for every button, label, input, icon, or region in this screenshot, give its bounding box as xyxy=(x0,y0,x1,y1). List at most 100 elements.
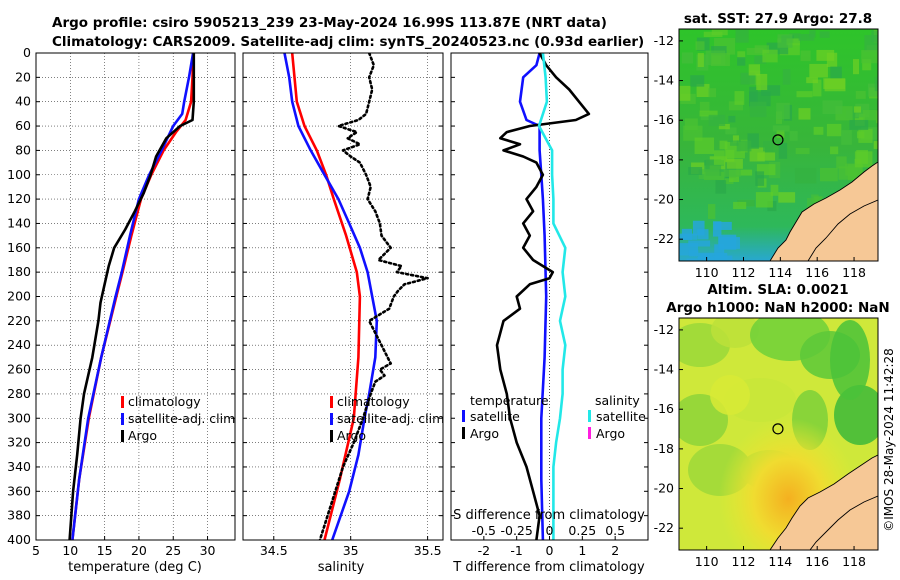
figure-title-line1: Argo profile: csiro 5905213_239 23-May-2… xyxy=(52,15,607,31)
sst-texture-cell xyxy=(694,137,715,154)
sst-texture-cell xyxy=(816,49,835,61)
temperature-legend: climatology satellite-adj. clim Argo xyxy=(121,394,235,443)
legend-header-temperature: temperature xyxy=(470,393,549,408)
salinity-panel: 34.5 35 35.5 salinity climatology satellit… xyxy=(242,52,444,575)
sst-texture-cell xyxy=(735,29,749,43)
sst-texture-cell xyxy=(696,83,710,97)
y-tick-label: 80 xyxy=(15,142,31,157)
difference-panel: -2 -1 0 1 2 -0.5 -0.25 0 0.25 0.5 S difference f… xyxy=(450,52,649,575)
difference-x-ticks: -2 -1 0 1 2 xyxy=(478,536,619,558)
sst-texture-cell xyxy=(681,52,694,64)
x-tick-label: 110 xyxy=(695,554,719,569)
y-tick-label: 400 xyxy=(7,532,31,547)
y-tick-label: 300 xyxy=(7,410,31,425)
land-mass-coast xyxy=(807,199,878,261)
sst-cool-cell xyxy=(686,258,698,261)
legend-swatch-t-argo xyxy=(462,427,465,439)
series-line-climatology xyxy=(290,53,362,540)
legend-swatch-satellite xyxy=(330,413,333,425)
sst-cool-cell xyxy=(688,250,699,257)
sst-cool-cell xyxy=(714,221,732,230)
sst-texture-cell xyxy=(836,156,847,169)
legend-swatch-t-satellite xyxy=(462,410,465,422)
sst-texture-cell xyxy=(756,73,768,91)
legend-swatch-satellite xyxy=(121,413,124,425)
sst-texture-cell xyxy=(822,100,843,115)
sst-texture-cell xyxy=(798,34,815,41)
sla-map-title-line1: Altim. SLA: 0.0021 xyxy=(707,282,848,298)
sst-texture-cell xyxy=(746,47,764,55)
difference-legend: temperature salinity satellite Argo sate… xyxy=(462,393,646,441)
sst-texture-cell xyxy=(690,75,705,87)
y-tick-label: -22 xyxy=(654,520,674,535)
sst-texture-cell xyxy=(740,72,755,85)
sst-texture-cell xyxy=(778,192,796,203)
sst-map-box xyxy=(678,28,879,262)
sst-texture-cell xyxy=(762,49,778,63)
sst-map-y-ticks: -12 -14 -16 -18 -20 -22 xyxy=(654,33,683,246)
sst-texture-cell xyxy=(695,41,705,50)
sst-texture-cell xyxy=(733,201,747,210)
y-tick-label: 320 xyxy=(7,435,31,450)
x-tick-label: 114 xyxy=(768,554,792,569)
sst-texture-cell xyxy=(719,140,728,150)
sst-texture-cell xyxy=(871,30,878,42)
sst-texture-cell xyxy=(755,192,773,208)
legend-label-climatology: climatology xyxy=(128,394,201,409)
sst-texture-cell xyxy=(715,180,727,194)
sst-texture-cell xyxy=(820,167,838,182)
x-tick-label: 10 xyxy=(62,543,78,558)
x-tick-label: 112 xyxy=(732,554,756,569)
sst-texture-cell xyxy=(718,123,730,130)
difference-lines xyxy=(495,53,591,540)
y-tick-label: -12 xyxy=(654,322,674,337)
sst-texture-cell xyxy=(713,150,725,165)
salinity-x-ticks: 34.5 35 35.5 xyxy=(260,536,442,558)
legend-label-s-satellite: satellite xyxy=(596,409,646,424)
sst-texture-cell xyxy=(819,31,830,38)
sst-cool-cell xyxy=(692,220,705,236)
legend-label-s-argo: Argo xyxy=(596,426,625,441)
salinity-axes-box xyxy=(242,52,444,541)
x-tick-label: -2 xyxy=(478,543,490,558)
y-tick-label: 20 xyxy=(15,69,31,84)
y-tick-label: -18 xyxy=(654,441,674,456)
salinity-lines xyxy=(283,53,429,540)
sst-texture-cell xyxy=(728,101,744,111)
series-line-temperature-argo xyxy=(495,53,591,540)
x-tick-label: 35.5 xyxy=(414,543,442,558)
legend-label-satellite: satellite-adj. clim xyxy=(128,411,235,426)
salinity-diff-xlabel: S difference from climatology xyxy=(453,508,645,523)
sst-texture-cell xyxy=(809,63,828,78)
y-tick-label: -20 xyxy=(654,481,674,496)
legend-label-climatology: climatology xyxy=(337,394,410,409)
sst-texture-cell xyxy=(789,33,801,43)
y-tick-label: 100 xyxy=(7,167,31,182)
depth-y-ticks: 0 20 40 60 80 100 120 140 160 180 200 220 240 260 280 3… xyxy=(7,45,31,547)
legend-label-argo: Argo xyxy=(337,428,366,443)
sst-texture-cell xyxy=(748,64,760,76)
sst-texture-cell xyxy=(861,50,878,64)
sst-texture-cell xyxy=(789,131,798,141)
y-tick-label: 380 xyxy=(7,508,31,523)
salinity-grid xyxy=(243,52,443,541)
y-tick-label: 340 xyxy=(7,459,31,474)
legend-label-argo: Argo xyxy=(128,428,157,443)
sst-texture-cell xyxy=(730,140,739,146)
sst-texture-cell xyxy=(763,141,774,152)
salinity-tick-label: -0.25 xyxy=(500,523,532,538)
sst-texture-cell xyxy=(697,53,704,68)
y-tick-label: -22 xyxy=(654,231,674,246)
x-tick-label: 114 xyxy=(768,265,792,280)
sst-texture-cell xyxy=(806,77,818,84)
x-tick-label: 5 xyxy=(32,543,40,558)
sst-texture-cell xyxy=(723,169,741,177)
sst-texture-cell xyxy=(761,85,781,96)
salinity-diff-ticks: -0.5 -0.25 0 0.25 0.5 xyxy=(472,523,625,538)
y-tick-label: 160 xyxy=(7,240,31,255)
sla-map-x-ticks: 110 112 114 116 118 xyxy=(695,546,866,569)
x-tick-label: 118 xyxy=(842,554,866,569)
y-tick-label: 0 xyxy=(23,45,31,60)
sla-map-y-ticks: -12 -14 -16 -18 -20 -22 xyxy=(654,322,683,535)
sst-texture-cell xyxy=(710,53,730,67)
